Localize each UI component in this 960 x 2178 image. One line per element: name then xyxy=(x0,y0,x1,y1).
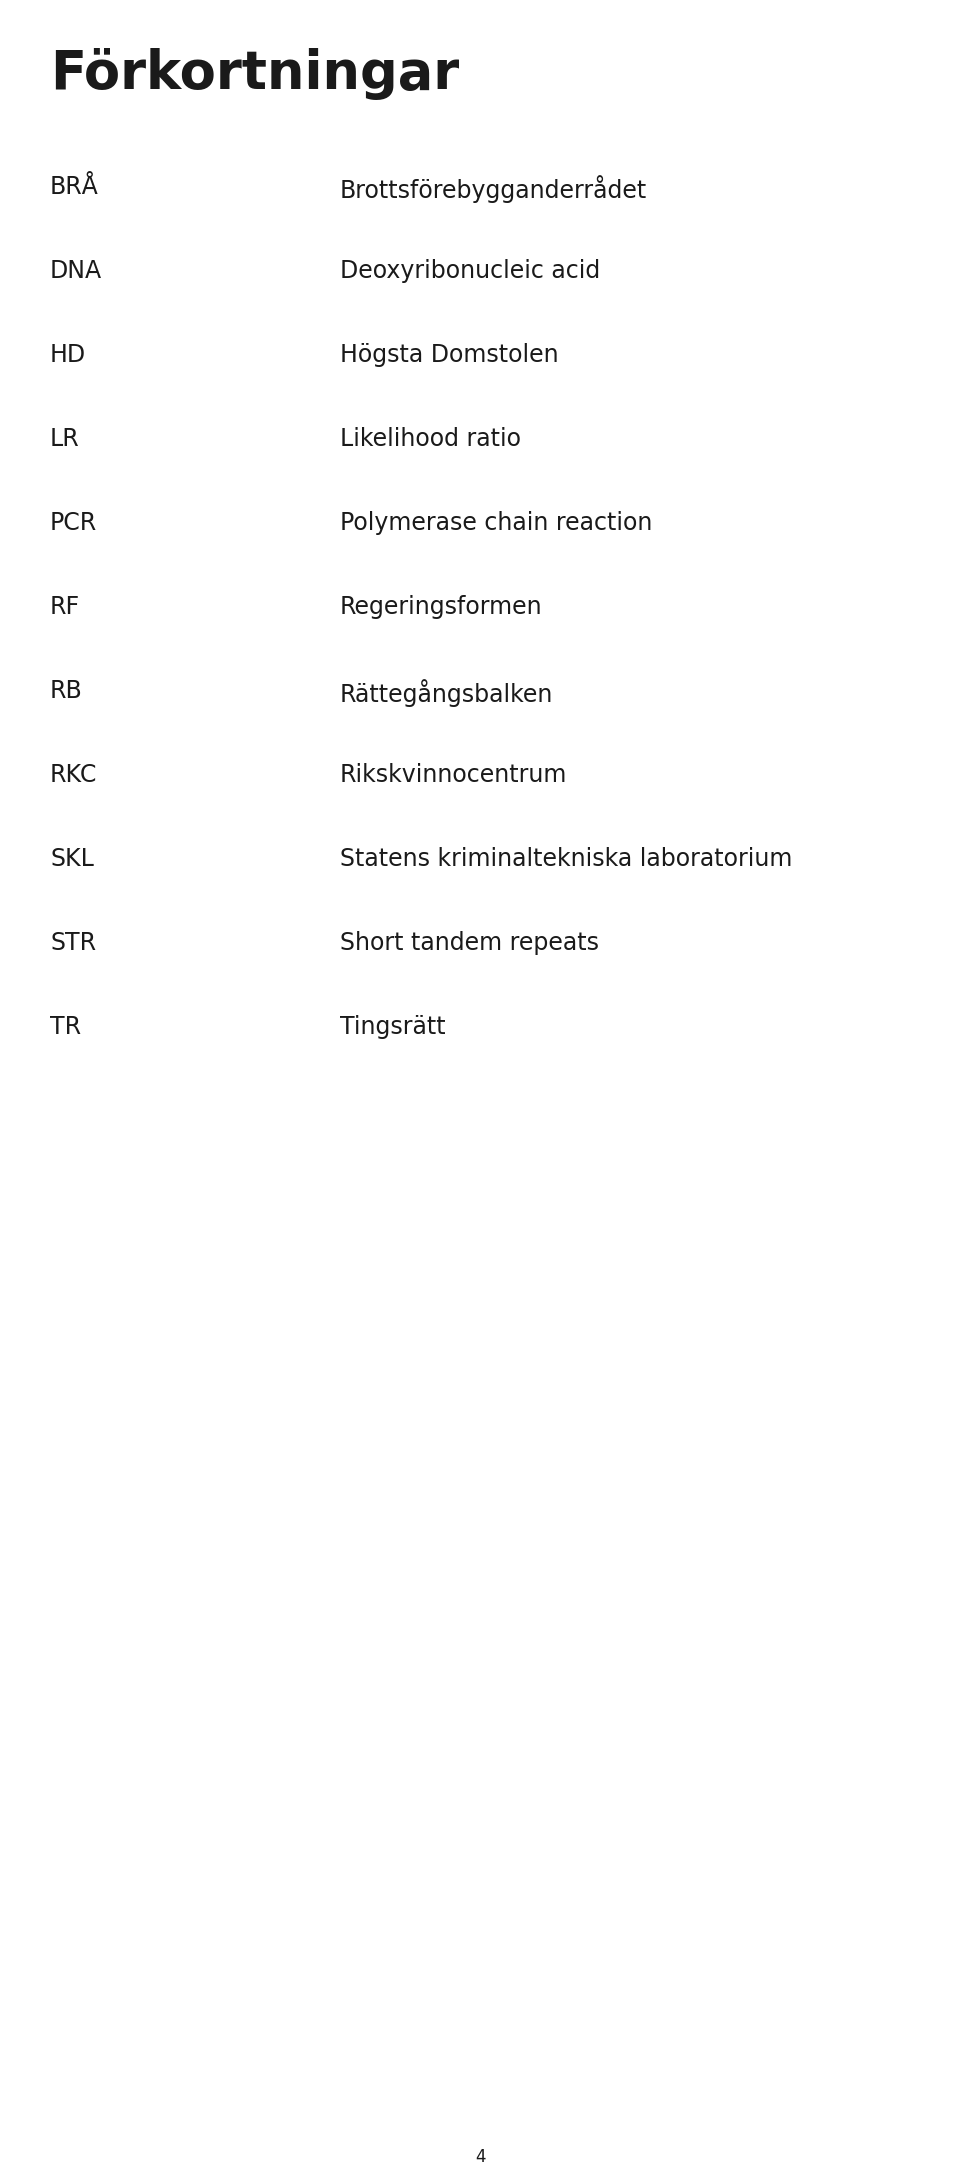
Text: DNA: DNA xyxy=(50,259,102,283)
Text: Brottsförebygganderrådet: Brottsförebygganderrådet xyxy=(340,174,647,203)
Text: LR: LR xyxy=(50,427,80,451)
Text: Polymerase chain reaction: Polymerase chain reaction xyxy=(340,512,653,536)
Text: 4: 4 xyxy=(475,2148,485,2165)
Text: RKC: RKC xyxy=(50,762,97,786)
Text: Rättegångsbalken: Rättegångsbalken xyxy=(340,680,553,708)
Text: TR: TR xyxy=(50,1015,82,1039)
Text: Regeringsformen: Regeringsformen xyxy=(340,595,542,619)
Text: Likelihood ratio: Likelihood ratio xyxy=(340,427,521,451)
Text: Statens kriminaltekniska laboratorium: Statens kriminaltekniska laboratorium xyxy=(340,847,792,871)
Text: BRÅ: BRÅ xyxy=(50,174,99,198)
Text: Short tandem repeats: Short tandem repeats xyxy=(340,930,599,954)
Text: SKL: SKL xyxy=(50,847,94,871)
Text: Rikskvinnocentrum: Rikskvinnocentrum xyxy=(340,762,567,786)
Text: Deoxyribonucleic acid: Deoxyribonucleic acid xyxy=(340,259,600,283)
Text: Högsta Domstolen: Högsta Domstolen xyxy=(340,342,559,368)
Text: STR: STR xyxy=(50,930,96,954)
Text: PCR: PCR xyxy=(50,512,97,536)
Text: RB: RB xyxy=(50,680,83,703)
Text: HD: HD xyxy=(50,342,86,368)
Text: RF: RF xyxy=(50,595,80,619)
Text: Förkortningar: Förkortningar xyxy=(50,48,459,100)
Text: Tingsrätt: Tingsrätt xyxy=(340,1015,445,1039)
